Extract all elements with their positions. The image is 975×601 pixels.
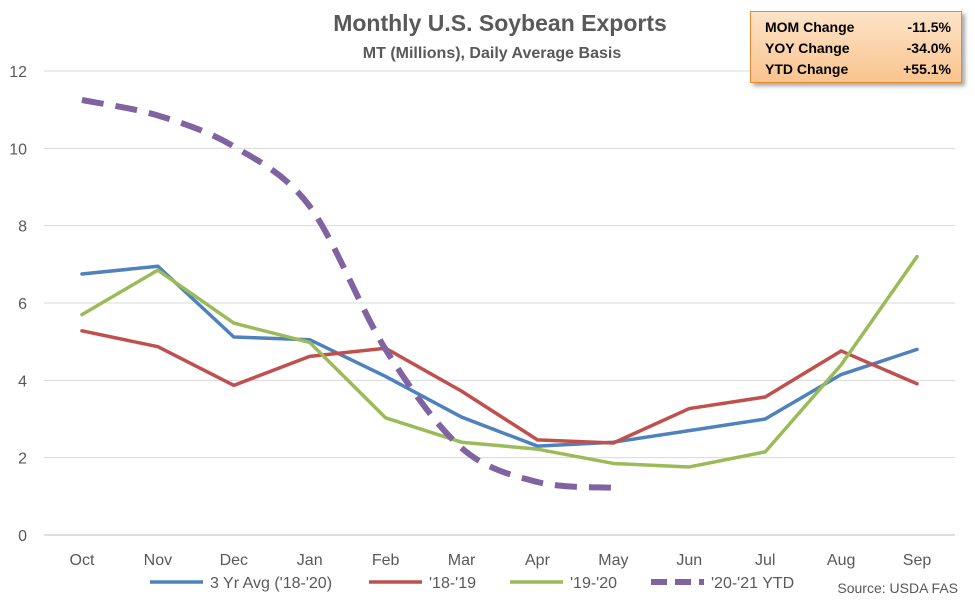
series-lines bbox=[80, 97, 919, 491]
y-tick-label: 0 bbox=[18, 528, 27, 545]
gridlines bbox=[44, 70, 955, 536]
stat-value: +55.1% bbox=[903, 61, 951, 77]
legend: 3 Yr Avg ('18-'20) '18-'19 '19-'20 '20-'21 … bbox=[150, 575, 794, 592]
x-tick-label: Jun bbox=[676, 552, 702, 569]
x-tick-label: Aug bbox=[827, 552, 855, 569]
y-axis-ticks: 0 2 4 6 8 10 12 bbox=[9, 64, 27, 545]
stat-value: -34.0% bbox=[906, 40, 951, 56]
series-line-1 bbox=[80, 329, 919, 445]
legend-label: '18-'19 bbox=[429, 575, 476, 592]
y-tick-label: 2 bbox=[18, 451, 27, 468]
x-axis-ticks: Oct Nov Dec Jan Feb Mar Apr May Jun Jul Aug Sep bbox=[70, 552, 932, 569]
x-tick-label: Dec bbox=[220, 552, 248, 569]
stat-value: -11.5% bbox=[907, 19, 951, 35]
y-tick-label: 8 bbox=[18, 219, 27, 236]
chart-title: Monthly U.S. Soybean Exports bbox=[333, 10, 667, 36]
y-tick-label: 12 bbox=[9, 64, 27, 81]
stat-label: MOM Change bbox=[765, 19, 855, 35]
legend-label: '20-'21 YTD bbox=[711, 575, 794, 592]
y-tick-label: 10 bbox=[9, 141, 27, 158]
stat-row-yoy: YOY Change -34.0% bbox=[765, 40, 951, 61]
y-tick-label: 6 bbox=[18, 296, 27, 313]
x-tick-label: Sep bbox=[903, 552, 932, 569]
y-tick-label: 4 bbox=[18, 373, 27, 390]
series-line-0 bbox=[80, 264, 919, 448]
series-line-2 bbox=[80, 254, 919, 469]
x-tick-label: Oct bbox=[70, 552, 95, 569]
x-tick-label: Feb bbox=[372, 552, 400, 569]
x-tick-label: Nov bbox=[144, 552, 172, 569]
stat-row-ytd: YTD Change +55.1% bbox=[765, 61, 951, 82]
x-tick-label: May bbox=[598, 552, 628, 569]
legend-label: '19-'20 bbox=[570, 575, 617, 592]
stat-label: YTD Change bbox=[765, 61, 849, 77]
x-tick-label: Apr bbox=[525, 552, 551, 569]
x-tick-label: Jul bbox=[755, 552, 775, 569]
source-note: Source: USDA FAS bbox=[837, 580, 958, 596]
x-tick-label: Jan bbox=[297, 552, 323, 569]
stat-label: YOY Change bbox=[765, 40, 850, 56]
stat-row-mom: MOM Change -11.5% bbox=[765, 19, 951, 40]
series-line-3 bbox=[81, 97, 614, 491]
x-tick-label: Mar bbox=[448, 552, 476, 569]
legend-label: 3 Yr Avg ('18-'20) bbox=[210, 575, 332, 592]
chart-subtitle: MT (Millions), Daily Average Basis bbox=[363, 45, 622, 62]
stats-box: MOM Change -11.5% YOY Change -34.0% YTD … bbox=[750, 11, 962, 83]
